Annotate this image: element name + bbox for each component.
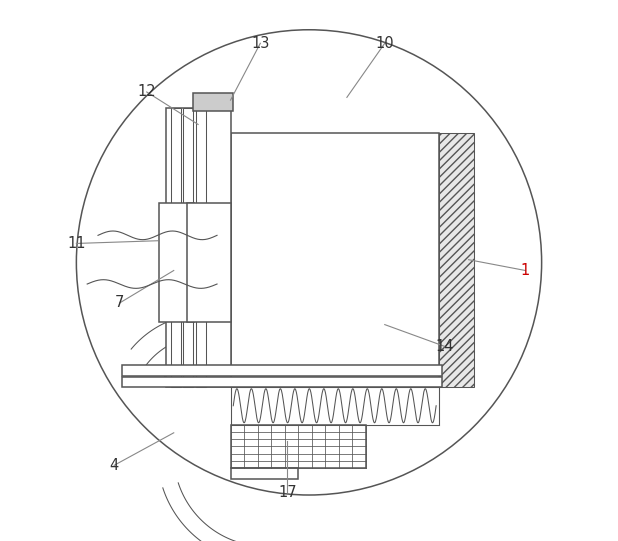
Bar — [184, 108, 193, 387]
Bar — [122, 365, 441, 376]
Text: 12: 12 — [137, 84, 156, 100]
Text: 11: 11 — [67, 236, 86, 251]
Bar — [231, 425, 366, 468]
Text: 14: 14 — [435, 339, 454, 354]
Text: 7: 7 — [115, 295, 124, 311]
Bar — [197, 108, 206, 387]
Text: 10: 10 — [375, 36, 394, 51]
Bar — [231, 133, 439, 387]
Bar — [193, 93, 233, 111]
Bar — [166, 108, 231, 387]
Bar — [159, 203, 194, 322]
Text: 17: 17 — [278, 485, 297, 500]
Bar — [439, 133, 474, 387]
Bar — [187, 203, 231, 322]
Bar — [231, 468, 298, 479]
Text: 4: 4 — [109, 458, 119, 473]
Bar — [122, 377, 441, 387]
Bar — [231, 387, 439, 425]
Bar — [171, 108, 181, 387]
Text: 13: 13 — [251, 36, 269, 51]
Text: 1: 1 — [521, 263, 530, 278]
